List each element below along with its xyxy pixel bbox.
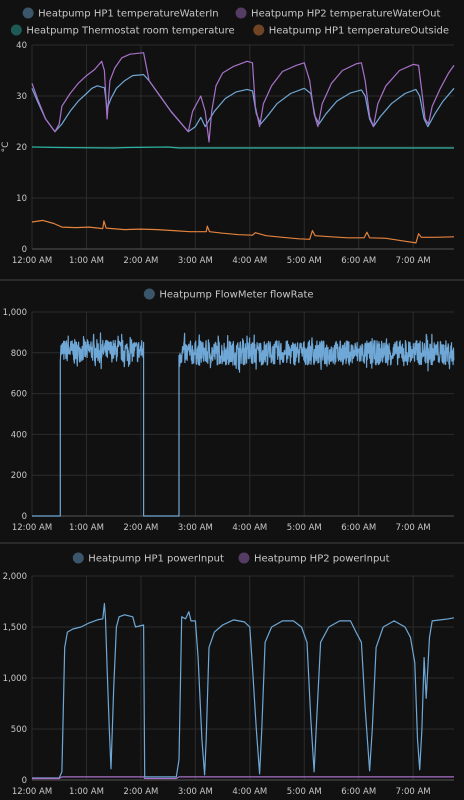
legend: Heatpump FlowMeter flowRate bbox=[143, 288, 314, 301]
temperature-chart: Heatpump HP1 temperatureWaterIn Heatpump … bbox=[1, 7, 455, 266]
x-tick-label: 1:00 AM bbox=[69, 523, 104, 533]
x-tick-label: 2:00 AM bbox=[123, 787, 158, 797]
y-tick-label: 1,000 bbox=[3, 308, 27, 318]
legend-label: Heatpump Thermostat room temperature bbox=[26, 26, 234, 37]
y-tick-label: 2,000 bbox=[3, 572, 27, 582]
series-line bbox=[31, 219, 455, 244]
legend-item[interactable]: Heatpump HP2 temperatureWaterOut bbox=[235, 7, 440, 20]
panel-divider bbox=[0, 542, 464, 544]
y-tick-label: 600 bbox=[11, 390, 27, 400]
legend-label: Heatpump HP1 temperatureOutside bbox=[269, 26, 449, 37]
y-tick-label: 0 bbox=[22, 245, 27, 255]
x-tick-label: 3:00 AM bbox=[178, 787, 213, 797]
gridlines bbox=[31, 575, 454, 781]
x-tick-label: 3:00 AM bbox=[178, 523, 213, 533]
y-tick-label: 200 bbox=[11, 471, 27, 481]
x-tick-label: 7:00 AM bbox=[396, 523, 431, 533]
flowrate-chart: Heatpump FlowMeter flowRate 0 200 400 600 800… bbox=[3, 288, 455, 533]
x-tick-label: 7:00 AM bbox=[396, 256, 431, 266]
legend-label: Heatpump HP1 powerInput bbox=[88, 554, 224, 565]
y-tick-label: 30 bbox=[16, 92, 27, 102]
legend-label: Heatpump HP2 powerInput bbox=[254, 554, 390, 565]
power-chart-panel: Heatpump HP1 powerInput Heatpump HP2 powe… bbox=[0, 547, 464, 800]
legend-item[interactable]: Heatpump HP1 temperatureWaterIn bbox=[22, 7, 219, 20]
y-tick-label: 40 bbox=[16, 41, 27, 51]
x-tick-label: 7:00 AM bbox=[396, 787, 431, 797]
legend-swatch bbox=[238, 552, 250, 564]
flowrate-chart-panel: Heatpump FlowMeter flowRate 0 200 400 600 800… bbox=[0, 283, 464, 536]
legend-swatch bbox=[22, 7, 34, 19]
x-tick-label: 6:00 AM bbox=[341, 523, 376, 533]
y-axis-label: °C bbox=[1, 142, 11, 153]
y-tick-label: 1,000 bbox=[3, 674, 27, 684]
panel-divider bbox=[0, 279, 464, 281]
x-tick-label: 5:00 AM bbox=[287, 256, 322, 266]
y-tick-label: 500 bbox=[11, 725, 27, 735]
legend-label: Heatpump FlowMeter flowRate bbox=[159, 290, 313, 301]
y-tick-label: 0 bbox=[22, 776, 27, 786]
legend-swatch bbox=[235, 7, 247, 19]
legend-label: Heatpump HP2 temperatureWaterOut bbox=[251, 9, 440, 20]
temperature-chart-panel: Heatpump HP1 temperatureWaterIn Heatpump … bbox=[0, 0, 464, 272]
x-tick-label: 5:00 AM bbox=[287, 523, 322, 533]
y-tick-label: 20 bbox=[16, 143, 27, 153]
gridlines bbox=[31, 44, 454, 250]
x-tick-label: 12:00 AM bbox=[12, 787, 52, 797]
legend-swatch bbox=[72, 552, 84, 564]
series-line bbox=[31, 52, 455, 143]
legend-item[interactable]: Heatpump Thermostat room temperature bbox=[10, 24, 235, 37]
legend-swatch bbox=[143, 288, 155, 300]
x-tick-label: 4:00 AM bbox=[232, 787, 267, 797]
y-tick-label: 0 bbox=[22, 512, 27, 522]
y-tick-label: 10 bbox=[16, 194, 27, 204]
y-tick-label: 800 bbox=[11, 349, 27, 359]
legend-item[interactable]: Heatpump HP1 powerInput bbox=[72, 552, 224, 565]
legend-label: Heatpump HP1 temperatureWaterIn bbox=[38, 9, 218, 20]
x-tick-label: 5:00 AM bbox=[287, 787, 322, 797]
x-tick-label: 1:00 AM bbox=[69, 787, 104, 797]
x-tick-label: 3:00 AM bbox=[178, 256, 213, 266]
x-tick-label: 2:00 AM bbox=[123, 256, 158, 266]
series-line bbox=[32, 776, 454, 780]
series-line bbox=[32, 602, 455, 779]
legend-item[interactable]: Heatpump HP1 temperatureOutside bbox=[253, 24, 449, 37]
series-line bbox=[31, 146, 454, 149]
y-tick-label: 1,500 bbox=[3, 623, 27, 633]
legend-swatch bbox=[10, 24, 22, 36]
x-tick-label: 1:00 AM bbox=[69, 256, 104, 266]
series-line bbox=[32, 332, 455, 517]
y-tick-label: 400 bbox=[11, 430, 27, 440]
x-tick-label: 4:00 AM bbox=[232, 256, 267, 266]
x-tick-label: 2:00 AM bbox=[123, 523, 158, 533]
legend: Heatpump HP1 temperatureWaterIn Heatpump … bbox=[10, 7, 449, 37]
legend-item[interactable]: Heatpump HP2 powerInput bbox=[238, 552, 390, 565]
power-chart: Heatpump HP1 powerInput Heatpump HP2 powe… bbox=[3, 552, 455, 797]
legend-item[interactable]: Heatpump FlowMeter flowRate bbox=[143, 288, 314, 301]
x-tick-label: 12:00 AM bbox=[12, 523, 52, 533]
x-tick-label: 12:00 AM bbox=[12, 256, 52, 266]
series-line bbox=[31, 74, 455, 133]
x-tick-label: 6:00 AM bbox=[341, 787, 376, 797]
x-tick-label: 6:00 AM bbox=[341, 256, 376, 266]
x-tick-label: 4:00 AM bbox=[232, 523, 267, 533]
legend-swatch bbox=[253, 24, 265, 36]
legend: Heatpump HP1 powerInput Heatpump HP2 powe… bbox=[72, 552, 390, 565]
